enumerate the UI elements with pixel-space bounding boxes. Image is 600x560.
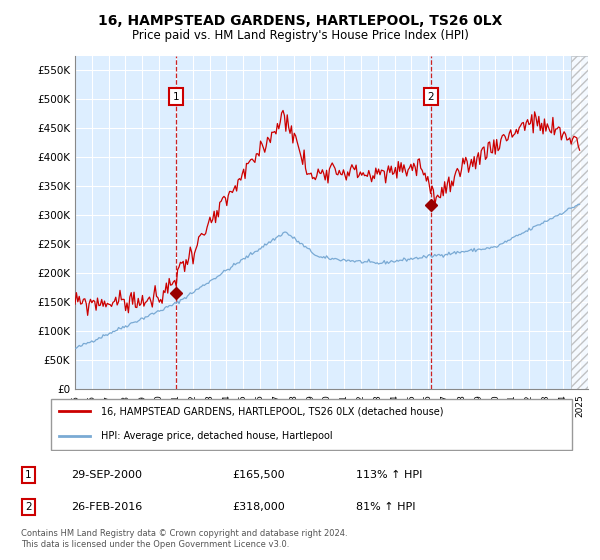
Text: 16, HAMPSTEAD GARDENS, HARTLEPOOL, TS26 0LX: 16, HAMPSTEAD GARDENS, HARTLEPOOL, TS26 … xyxy=(98,14,502,28)
Text: Price paid vs. HM Land Registry's House Price Index (HPI): Price paid vs. HM Land Registry's House … xyxy=(131,29,469,42)
Text: Contains HM Land Registry data © Crown copyright and database right 2024.
This d: Contains HM Land Registry data © Crown c… xyxy=(21,529,347,549)
Text: 26-FEB-2016: 26-FEB-2016 xyxy=(71,502,143,512)
Text: 2: 2 xyxy=(427,92,434,101)
Text: £165,500: £165,500 xyxy=(232,470,285,480)
Text: 16, HAMPSTEAD GARDENS, HARTLEPOOL, TS26 0LX (detached house): 16, HAMPSTEAD GARDENS, HARTLEPOOL, TS26 … xyxy=(101,407,443,417)
FancyBboxPatch shape xyxy=(50,399,572,450)
Text: 1: 1 xyxy=(25,470,31,480)
Bar xyxy=(571,56,588,389)
Text: 29-SEP-2000: 29-SEP-2000 xyxy=(71,470,143,480)
Text: 2: 2 xyxy=(25,502,31,512)
Text: 113% ↑ HPI: 113% ↑ HPI xyxy=(356,470,423,480)
Text: 81% ↑ HPI: 81% ↑ HPI xyxy=(356,502,416,512)
Text: HPI: Average price, detached house, Hartlepool: HPI: Average price, detached house, Hart… xyxy=(101,431,332,441)
Text: 1: 1 xyxy=(173,92,179,101)
Text: £318,000: £318,000 xyxy=(232,502,285,512)
